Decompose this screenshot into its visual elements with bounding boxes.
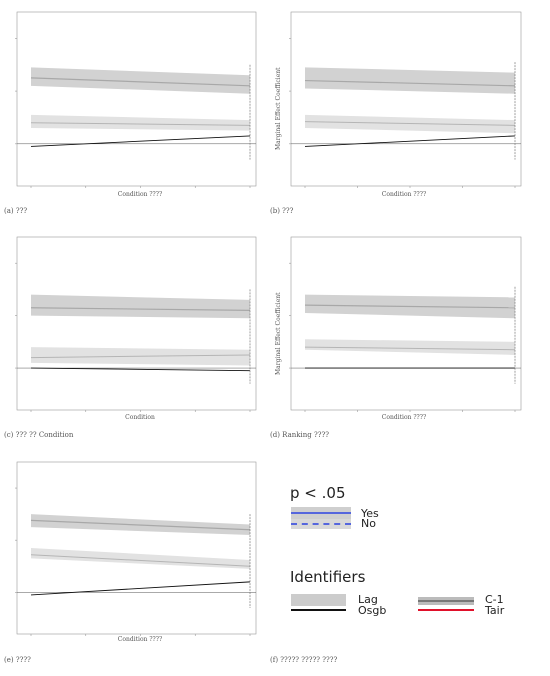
panel-d: (d) Ranking ???? Condition ???? Marginal…	[270, 236, 522, 439]
caption-f: (f) ????? ????? ????	[270, 656, 338, 664]
legend-lag-swatch	[291, 594, 346, 606]
legend-c1-label: C-1	[485, 593, 504, 606]
legend-yes-swatch	[291, 507, 351, 519]
panel-e: (e) ???? Condition ????	[4, 461, 257, 664]
legend-osgb-swatch	[291, 609, 346, 611]
c1-line	[30, 554, 251, 567]
plot-frame	[16, 236, 257, 411]
panel-a: (a) ??? Condition ????	[0, 0, 275, 225]
caption-c: (c) ??? ?? Condition	[4, 431, 74, 439]
caption-d: (d) Ranking ????	[270, 431, 329, 439]
plot-frame	[290, 236, 522, 411]
legend-p-title: p < .05	[290, 484, 346, 502]
osgb-line	[30, 367, 251, 372]
c1-band	[305, 339, 515, 355]
xlabel-e: Condition ????	[117, 636, 163, 643]
c1-line	[30, 122, 251, 126]
legend-no-swatch	[291, 519, 351, 529]
legend-osgb-label: Osgb	[358, 604, 387, 617]
osgb-line	[30, 581, 251, 596]
osgb-line	[30, 135, 251, 147]
chart-b	[289, 11, 522, 188]
c1-line	[30, 354, 251, 359]
legend-id-title: Identifiers	[290, 568, 366, 586]
lag-line	[30, 77, 251, 87]
chart-c	[15, 236, 257, 412]
xlabel-b: Condition ????	[381, 191, 427, 198]
lag-line	[304, 304, 516, 309]
chart-e	[15, 461, 257, 636]
caption-e: (e) ????	[4, 656, 31, 664]
plot-frame	[290, 11, 522, 187]
osgb-line	[304, 135, 516, 147]
xlabel-a: Condition ????	[117, 191, 163, 198]
legend-c1-swatch	[418, 597, 474, 605]
legend-yes-label: Yes	[361, 507, 379, 520]
panel-c: (c) ??? ?? Condition Condition	[0, 0, 275, 450]
lag-line	[30, 519, 251, 531]
legend-tair-label: Tair	[485, 604, 505, 617]
chart-a	[15, 11, 257, 188]
lag-line	[304, 79, 516, 87]
caption-b: (b) ???	[270, 207, 294, 215]
plot-frame	[16, 461, 257, 635]
legend-tair-swatch	[418, 609, 474, 611]
lag-band	[31, 67, 250, 94]
lag-line	[30, 307, 251, 311]
c1-line	[304, 346, 516, 351]
caption-a: (a) ???	[4, 207, 28, 215]
panel-b: (b) ??? Condition ???? Marginal Effect C…	[0, 0, 550, 225]
lag-band	[31, 294, 250, 319]
c1-band	[31, 114, 250, 131]
xlabel-d: Condition ????	[381, 414, 427, 421]
xlabel-c: Condition	[125, 414, 155, 421]
lag-band	[305, 67, 515, 94]
chart-d	[289, 236, 522, 412]
legend-no-label: No	[361, 517, 376, 530]
c1-band	[305, 114, 515, 134]
plot-frame	[16, 11, 257, 187]
c1-line	[304, 121, 516, 126]
legend-lag-label: Lag	[358, 593, 378, 606]
